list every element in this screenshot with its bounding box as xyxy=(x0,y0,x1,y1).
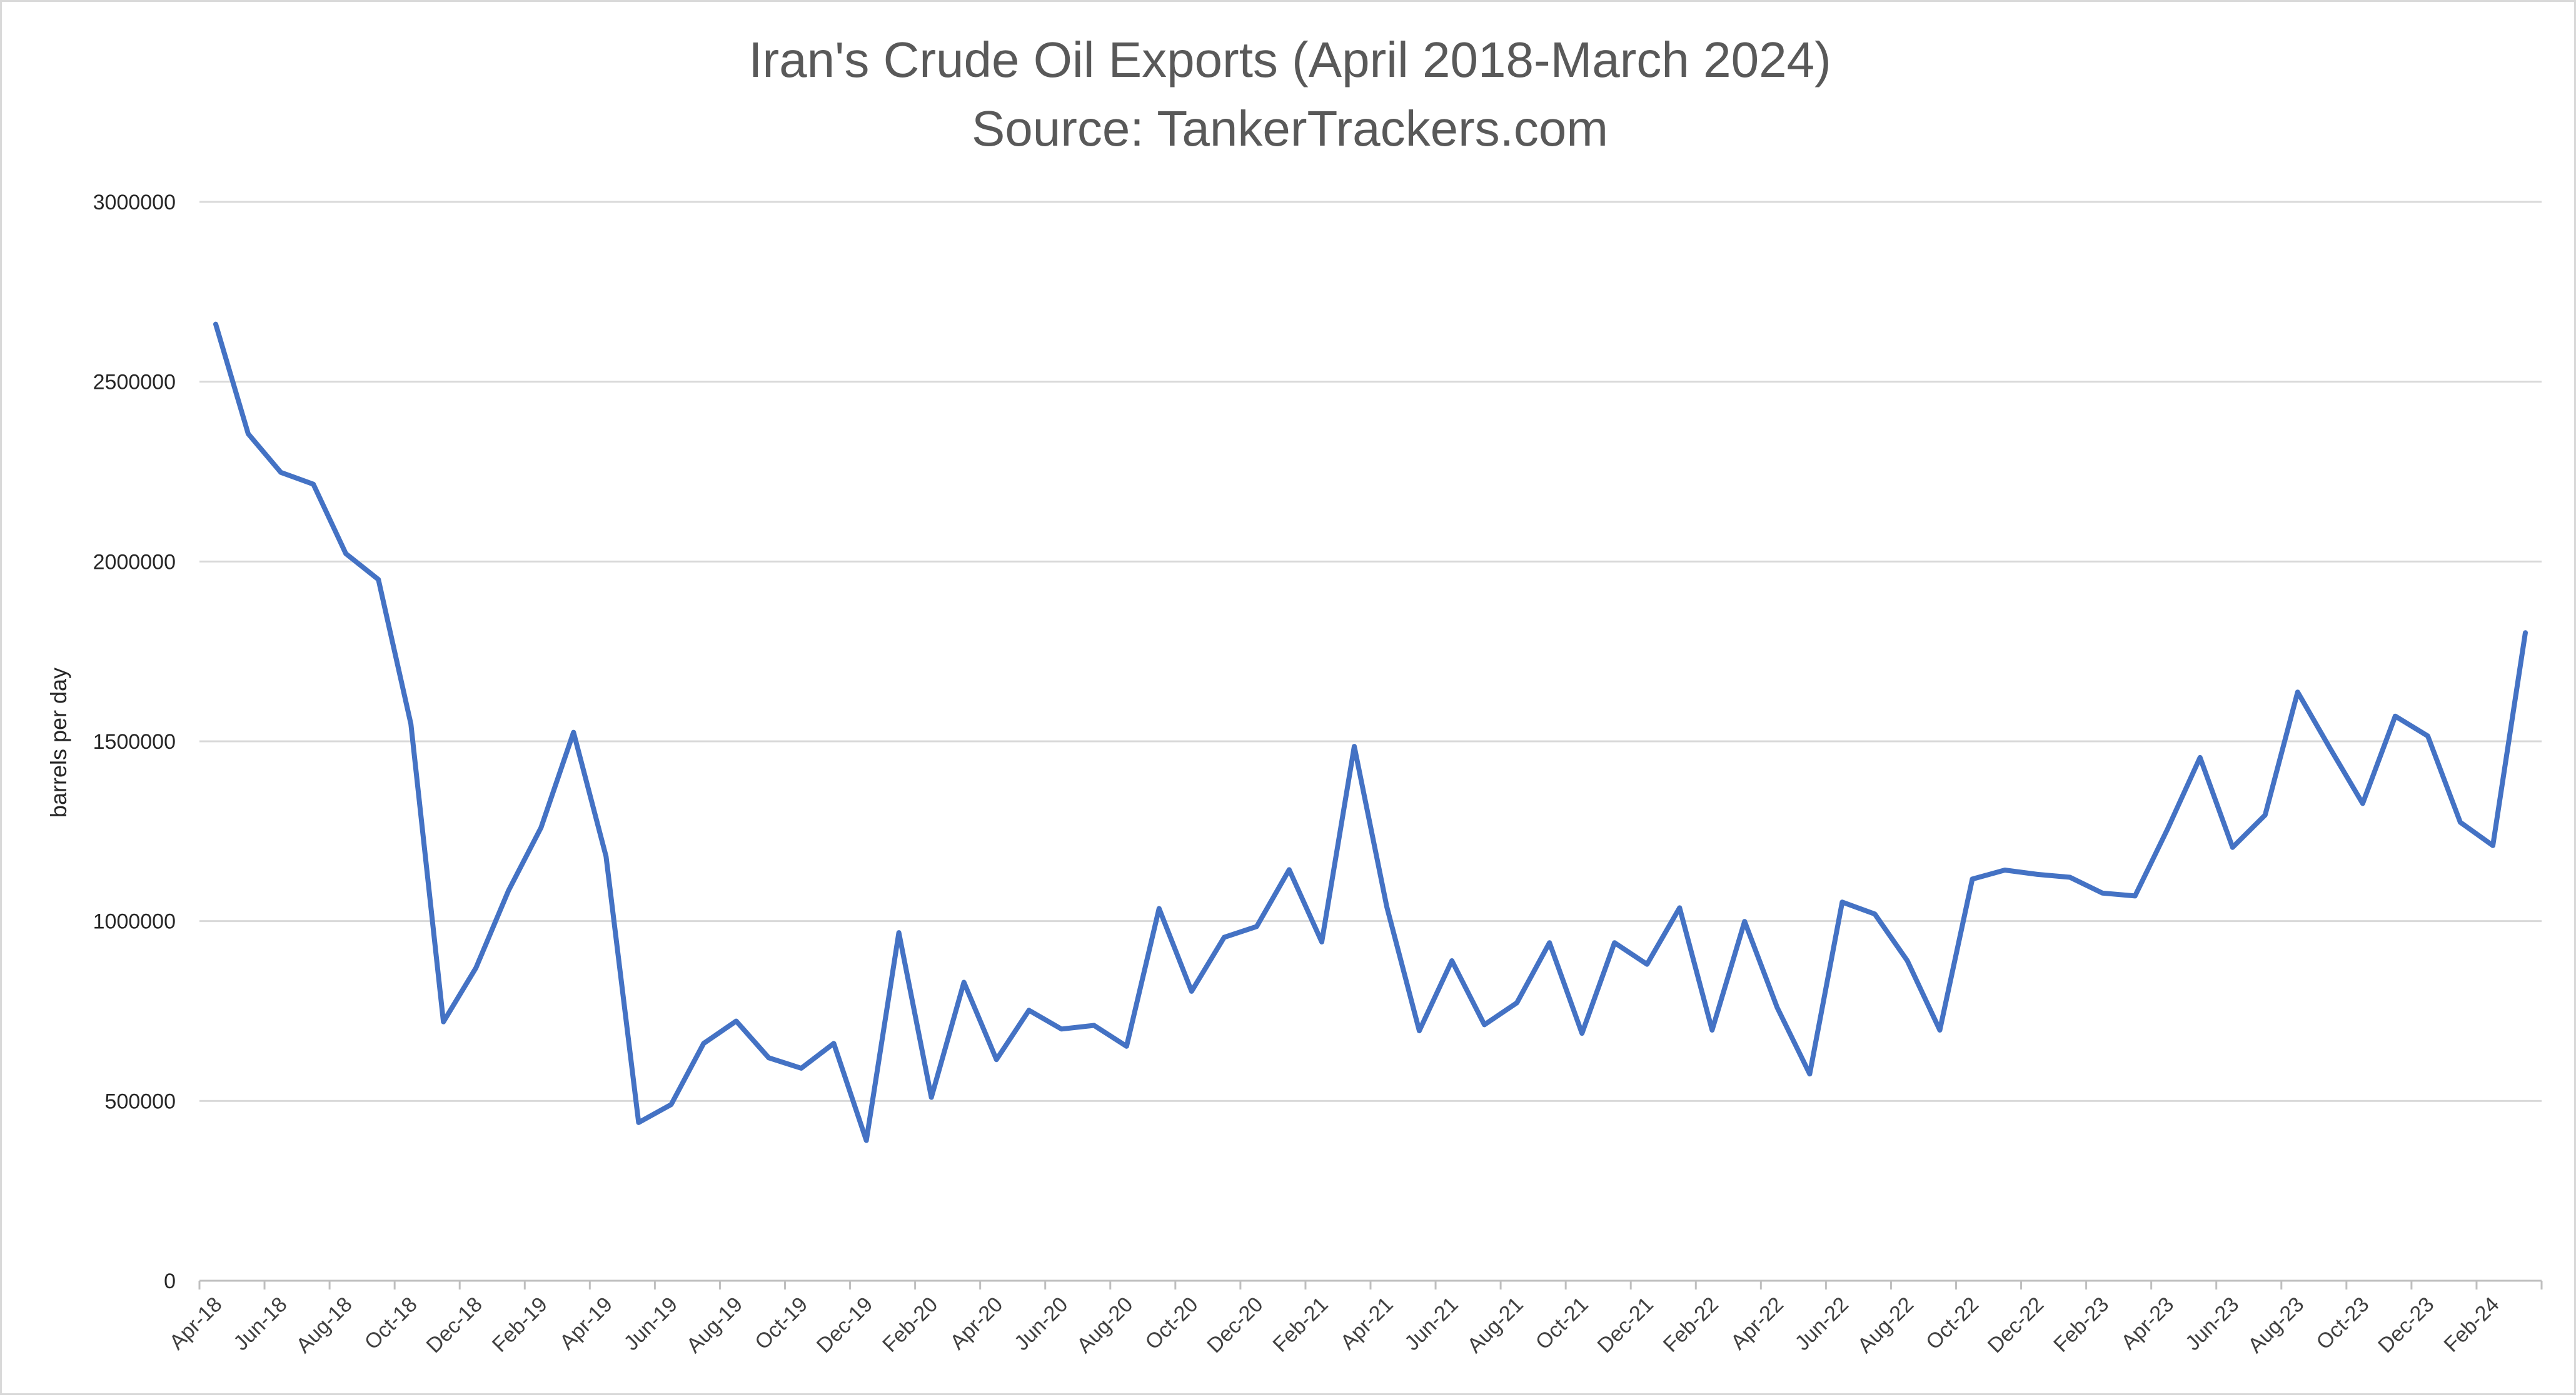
x-tick-label: Dec-23 xyxy=(2373,1293,2438,1358)
y-tick-label: 500000 xyxy=(105,1089,176,1113)
x-tick-label: Apr-20 xyxy=(945,1293,1007,1354)
series-line xyxy=(213,321,2528,1143)
x-tick-label: Feb-23 xyxy=(2049,1293,2113,1357)
x-tick-label: Aug-18 xyxy=(291,1293,356,1358)
chart-title: Iran's Crude Oil Exports (April 2018-Mar… xyxy=(748,32,1831,88)
x-tick-label: Jun-23 xyxy=(2181,1293,2243,1355)
x-tick-label: Oct-22 xyxy=(1921,1293,1983,1354)
y-tick-label: 2000000 xyxy=(93,550,176,574)
x-tick-label: Feb-21 xyxy=(1269,1293,1333,1357)
x-tick-label: Dec-20 xyxy=(1202,1293,1267,1358)
x-tick-label: Apr-18 xyxy=(165,1293,227,1354)
x-tick-label: Jun-18 xyxy=(229,1293,291,1355)
x-tick-label: Oct-21 xyxy=(1531,1293,1593,1354)
chart-subtitle: Source: TankerTrackers.com xyxy=(972,101,1608,156)
x-tick-label: Oct-20 xyxy=(1140,1293,1202,1354)
x-tick-label: Feb-24 xyxy=(2440,1293,2504,1357)
y-tick-label: 1000000 xyxy=(93,910,176,934)
x-tick-label: Aug-21 xyxy=(1462,1293,1527,1358)
x-tick-label: Dec-22 xyxy=(1983,1293,2048,1358)
y-tick-label: 0 xyxy=(164,1269,176,1293)
x-tick-label: Jun-21 xyxy=(1400,1293,1462,1355)
x-tick-label: Oct-19 xyxy=(750,1293,812,1354)
y-axis-ticks: 0 500000 1000000 1500000 2000000 2500000 30000… xyxy=(93,191,176,1293)
x-tick-label: Oct-18 xyxy=(360,1293,422,1354)
x-tick-label: Dec-21 xyxy=(1593,1293,1658,1358)
x-tick-label: Jun-22 xyxy=(1791,1293,1853,1355)
x-tick-label: Aug-19 xyxy=(682,1293,747,1358)
x-tick-label: Jun-19 xyxy=(620,1293,682,1355)
x-tick-label: Apr-23 xyxy=(2116,1293,2178,1354)
gridlines xyxy=(199,201,2542,1102)
x-tick-label: Aug-23 xyxy=(2243,1293,2308,1358)
x-tick-label: Dec-18 xyxy=(422,1293,487,1358)
y-tick-label: 1500000 xyxy=(93,730,176,754)
y-tick-label: 2500000 xyxy=(93,371,176,394)
y-tick-label: 3000000 xyxy=(93,191,176,214)
x-tick-label: Feb-22 xyxy=(1659,1293,1723,1357)
x-tick-label: Feb-20 xyxy=(878,1293,942,1357)
x-tick-label: Apr-21 xyxy=(1336,1293,1398,1354)
x-axis: Apr-18 Jun-18 Aug-18 Oct-18 Dec-18 Feb-19 Apr-… xyxy=(165,1279,2543,1358)
y-axis-title: barrels per day xyxy=(46,668,71,818)
x-tick-label: Apr-19 xyxy=(555,1293,617,1354)
x-tick-label: Aug-20 xyxy=(1072,1293,1137,1358)
x-tick-label: Aug-22 xyxy=(1853,1293,1918,1358)
x-tick-label: Oct-23 xyxy=(2312,1293,2373,1354)
x-tick-label: Dec-19 xyxy=(812,1293,877,1358)
series-layer xyxy=(213,321,2528,1143)
x-tick-label: Feb-19 xyxy=(488,1293,552,1357)
x-tick-label: Jun-20 xyxy=(1010,1293,1072,1355)
x-tick-label: Apr-22 xyxy=(1726,1293,1788,1354)
